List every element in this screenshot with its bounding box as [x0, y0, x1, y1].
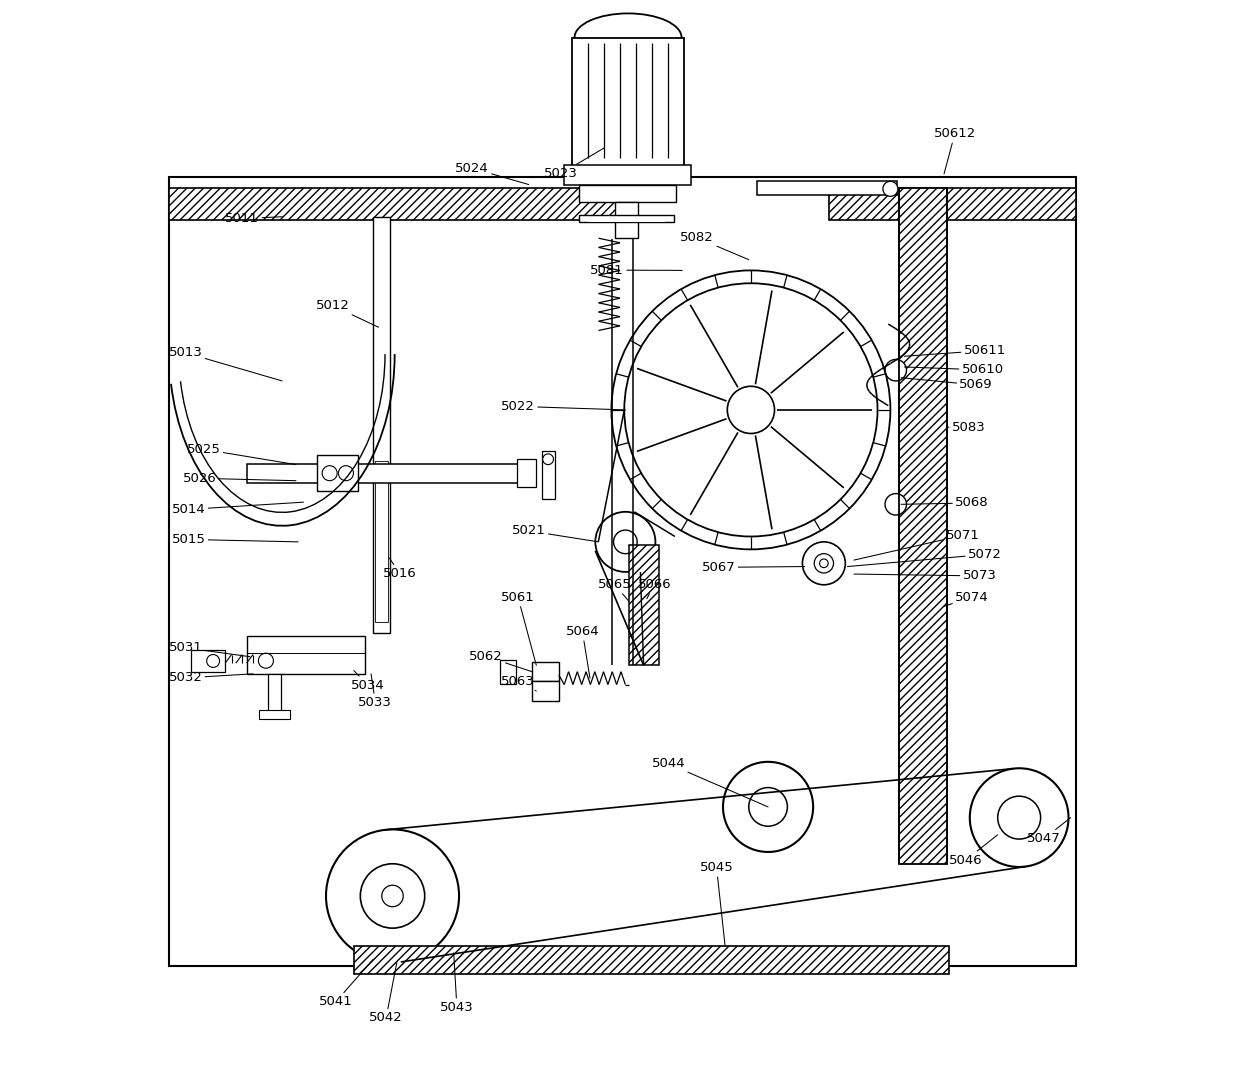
Bar [247, 636, 365, 674]
Text: 5063: 5063 [501, 675, 537, 691]
Bar [564, 165, 691, 185]
Bar [615, 202, 639, 238]
Text: 5045: 5045 [699, 862, 733, 946]
Text: 5044: 5044 [651, 758, 768, 807]
Text: 5034: 5034 [351, 671, 384, 692]
Circle shape [614, 530, 637, 554]
Bar [191, 650, 226, 672]
Text: 5082: 5082 [681, 232, 749, 260]
Bar [532, 662, 559, 681]
Bar [532, 681, 559, 701]
Text: 5081: 5081 [590, 264, 682, 277]
Circle shape [339, 466, 353, 481]
Text: 5071: 5071 [854, 529, 981, 560]
Bar [517, 459, 537, 487]
Bar [170, 177, 1076, 966]
Text: 5069: 5069 [901, 378, 993, 392]
Text: 5025: 5025 [187, 443, 296, 465]
Circle shape [361, 864, 425, 928]
Circle shape [820, 559, 828, 568]
Text: 5067: 5067 [702, 561, 805, 574]
Bar [317, 455, 358, 491]
Text: 5023: 5023 [544, 148, 604, 180]
Text: 5022: 5022 [501, 400, 625, 413]
Text: 5011: 5011 [226, 212, 281, 225]
Text: 5062: 5062 [469, 650, 532, 672]
Text: 5033: 5033 [358, 674, 392, 709]
Text: 5014: 5014 [172, 502, 304, 516]
Circle shape [802, 542, 846, 585]
Text: 5032: 5032 [169, 672, 253, 685]
Circle shape [207, 655, 219, 667]
Circle shape [749, 788, 787, 826]
Circle shape [728, 386, 775, 433]
Text: 5083: 5083 [947, 422, 986, 435]
Text: 5026: 5026 [182, 472, 296, 485]
Bar [579, 215, 673, 222]
Text: 5066: 5066 [637, 578, 671, 599]
Text: 5064: 5064 [565, 626, 599, 678]
Bar [376, 461, 388, 622]
Text: 5021: 5021 [512, 525, 599, 542]
Text: 5016: 5016 [383, 558, 417, 580]
Text: 5047: 5047 [1027, 818, 1070, 846]
Bar [758, 181, 897, 195]
Text: 5012: 5012 [315, 299, 378, 327]
Text: 50612: 50612 [934, 128, 976, 174]
Text: 5072: 5072 [847, 548, 1002, 567]
Circle shape [624, 283, 878, 536]
Bar [500, 660, 516, 684]
Text: 5024: 5024 [455, 162, 528, 185]
Circle shape [382, 885, 403, 907]
Bar [170, 188, 636, 220]
Text: 5043: 5043 [440, 953, 474, 1014]
Circle shape [998, 796, 1040, 839]
Bar [542, 451, 554, 499]
Text: 5046: 5046 [949, 835, 998, 867]
Circle shape [885, 359, 906, 381]
Text: 5031: 5031 [169, 642, 249, 657]
Circle shape [258, 653, 274, 668]
Circle shape [326, 829, 459, 962]
Text: 5068: 5068 [901, 497, 988, 510]
Bar [588, 220, 665, 222]
Bar [830, 188, 1076, 220]
Text: 5013: 5013 [169, 347, 281, 381]
Circle shape [970, 768, 1069, 867]
Text: 50611: 50611 [904, 344, 1006, 357]
Bar [629, 545, 658, 665]
Text: 5042: 5042 [370, 962, 403, 1025]
Circle shape [723, 762, 813, 852]
Bar [353, 946, 950, 974]
Circle shape [322, 466, 337, 481]
Bar [899, 188, 947, 864]
Bar [572, 38, 684, 166]
Circle shape [815, 554, 833, 573]
Bar [247, 464, 537, 483]
Circle shape [885, 494, 906, 515]
Circle shape [595, 512, 656, 572]
Circle shape [543, 454, 553, 465]
Bar [579, 185, 676, 202]
Text: 5073: 5073 [854, 570, 997, 583]
Bar [373, 217, 391, 633]
Bar [259, 710, 289, 719]
Bar [268, 674, 281, 717]
Text: 50610: 50610 [904, 364, 1003, 377]
Text: 5065: 5065 [598, 578, 631, 601]
Circle shape [611, 270, 890, 549]
Circle shape [883, 181, 898, 196]
Text: 5041: 5041 [319, 959, 373, 1009]
Text: 5015: 5015 [171, 533, 298, 546]
Text: 5061: 5061 [501, 591, 537, 665]
Text: 5074: 5074 [944, 591, 988, 606]
